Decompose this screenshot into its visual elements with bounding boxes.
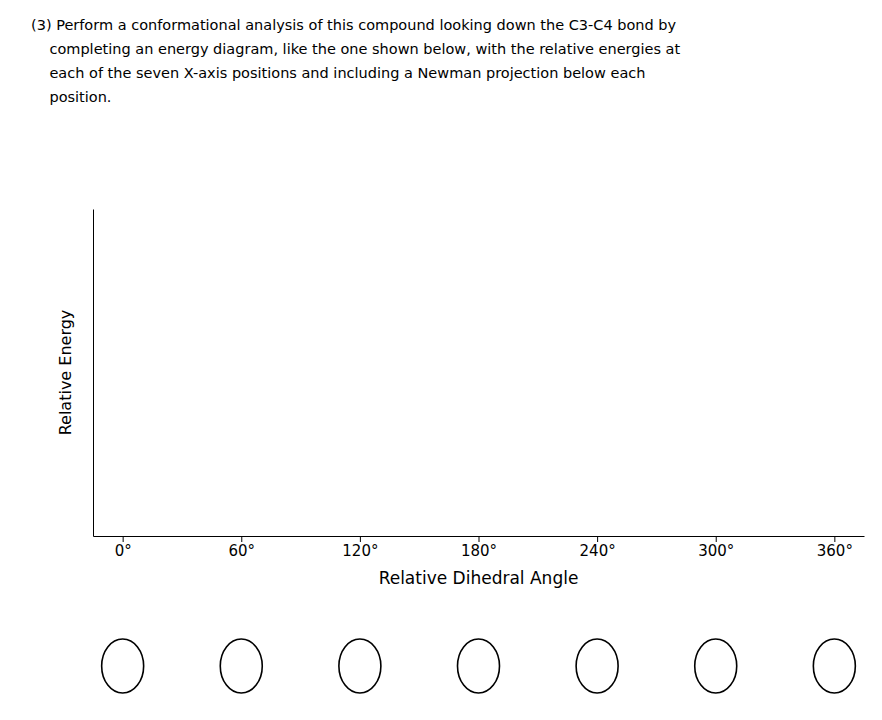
- x-tick-label: 180°: [461, 542, 497, 560]
- title: (3) Perform a conformational analysis of…: [31, 17, 680, 105]
- x-tick: 240°: [580, 536, 616, 560]
- newman-circle: [339, 639, 381, 693]
- title-line: each of the seven X-axis positions and i…: [31, 65, 645, 81]
- y-axis: [93, 210, 94, 537]
- title-line: (3) Perform a conformational analysis of…: [31, 17, 677, 33]
- x-tick: 360°: [817, 536, 853, 560]
- x-tick-label: 0°: [115, 542, 132, 560]
- x-tick-label: 120°: [342, 542, 378, 560]
- x-tick-label: 60°: [228, 542, 255, 560]
- x-tick-label: 300°: [698, 542, 734, 560]
- x-tick: 180°: [461, 536, 497, 560]
- x-tick-label: 360°: [817, 542, 853, 560]
- plot: 0° 60° 120° 180° 240° 300° 360° Relative Dihedr…: [56, 210, 865, 589]
- newman-circle: [813, 639, 855, 693]
- newman-circle: [102, 639, 144, 693]
- newman-circle: [458, 639, 500, 693]
- title-line: position.: [31, 89, 111, 105]
- y-axis-title: Relative Energy: [56, 310, 75, 436]
- chart: (3) Perform a conformational analysis of…: [0, 0, 882, 720]
- x-tick: 300°: [698, 536, 734, 560]
- x-tick: 120°: [342, 536, 378, 560]
- x-tick-label: 240°: [580, 542, 616, 560]
- title-line: completing an energy diagram, like the o…: [31, 41, 680, 57]
- x-axis-title: Relative Dihedral Angle: [379, 568, 579, 588]
- newman-circle: [220, 639, 262, 693]
- newman-circles: [102, 639, 856, 693]
- x-axis: 0° 60° 120° 180° 240° 300° 360°: [94, 536, 865, 560]
- newman-circle: [695, 639, 737, 693]
- x-tick: 60°: [228, 536, 255, 560]
- x-tick: 0°: [115, 536, 132, 560]
- y-axis-line: [93, 210, 94, 537]
- newman-circle: [576, 639, 618, 693]
